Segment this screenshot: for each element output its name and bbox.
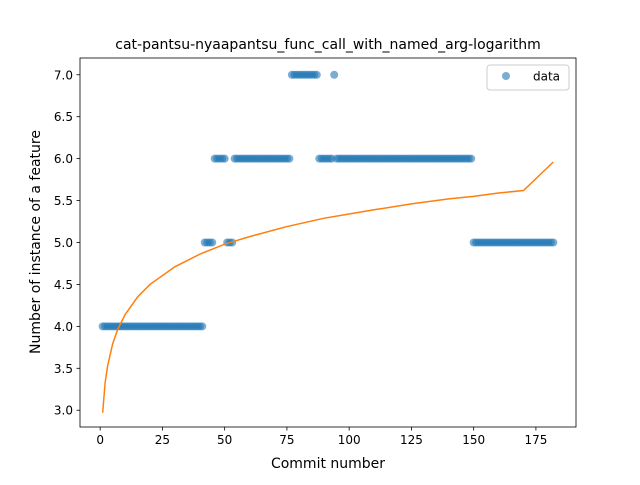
y-tick-label: 4.5 [54,278,73,292]
data-point [467,154,476,163]
fit-line [101,161,554,413]
legend-box [486,64,570,91]
x-tick-label: 100 [338,433,361,447]
y-tick-label: 6.5 [54,110,73,124]
legend-marker [502,72,510,80]
x-tick-label: 150 [462,433,485,447]
x-tick-label: 25 [155,433,170,447]
y-tick-label: 7.0 [54,68,73,82]
chart-title: cat-pantsu-nyaapantsu_func_call_with_nam… [115,37,541,53]
plot-area [98,70,558,413]
x-tick-label: 125 [400,433,423,447]
x-tick-label: 0 [96,433,104,447]
data-point [208,238,217,247]
data-point [549,238,558,247]
y-axis-label: Number of instance of a feature [28,130,44,354]
y-tick-label: 3.5 [54,362,73,376]
data-point [198,322,207,331]
legend-label: data [533,70,560,84]
data-point [330,70,339,79]
y-tick-label: 3.0 [54,404,73,418]
axes: 0 25 50 75 100 125 150 175 3.0 3.5 4.0 4.5 5.0 5.5 6.0… [54,57,577,447]
x-tick-label: 50 [217,433,232,447]
data-point [285,154,294,163]
data-point [220,154,229,163]
x-axis-label: Commit number [271,456,385,472]
x-tick-label: 175 [524,433,547,447]
legend: data [486,64,570,91]
y-tick-label: 6.0 [54,152,73,166]
data-point [312,70,321,79]
x-tick-label: 75 [279,433,294,447]
y-tick-label: 4.0 [54,320,73,334]
y-tick-label: 5.0 [54,236,73,250]
y-tick-label: 5.5 [54,194,73,208]
